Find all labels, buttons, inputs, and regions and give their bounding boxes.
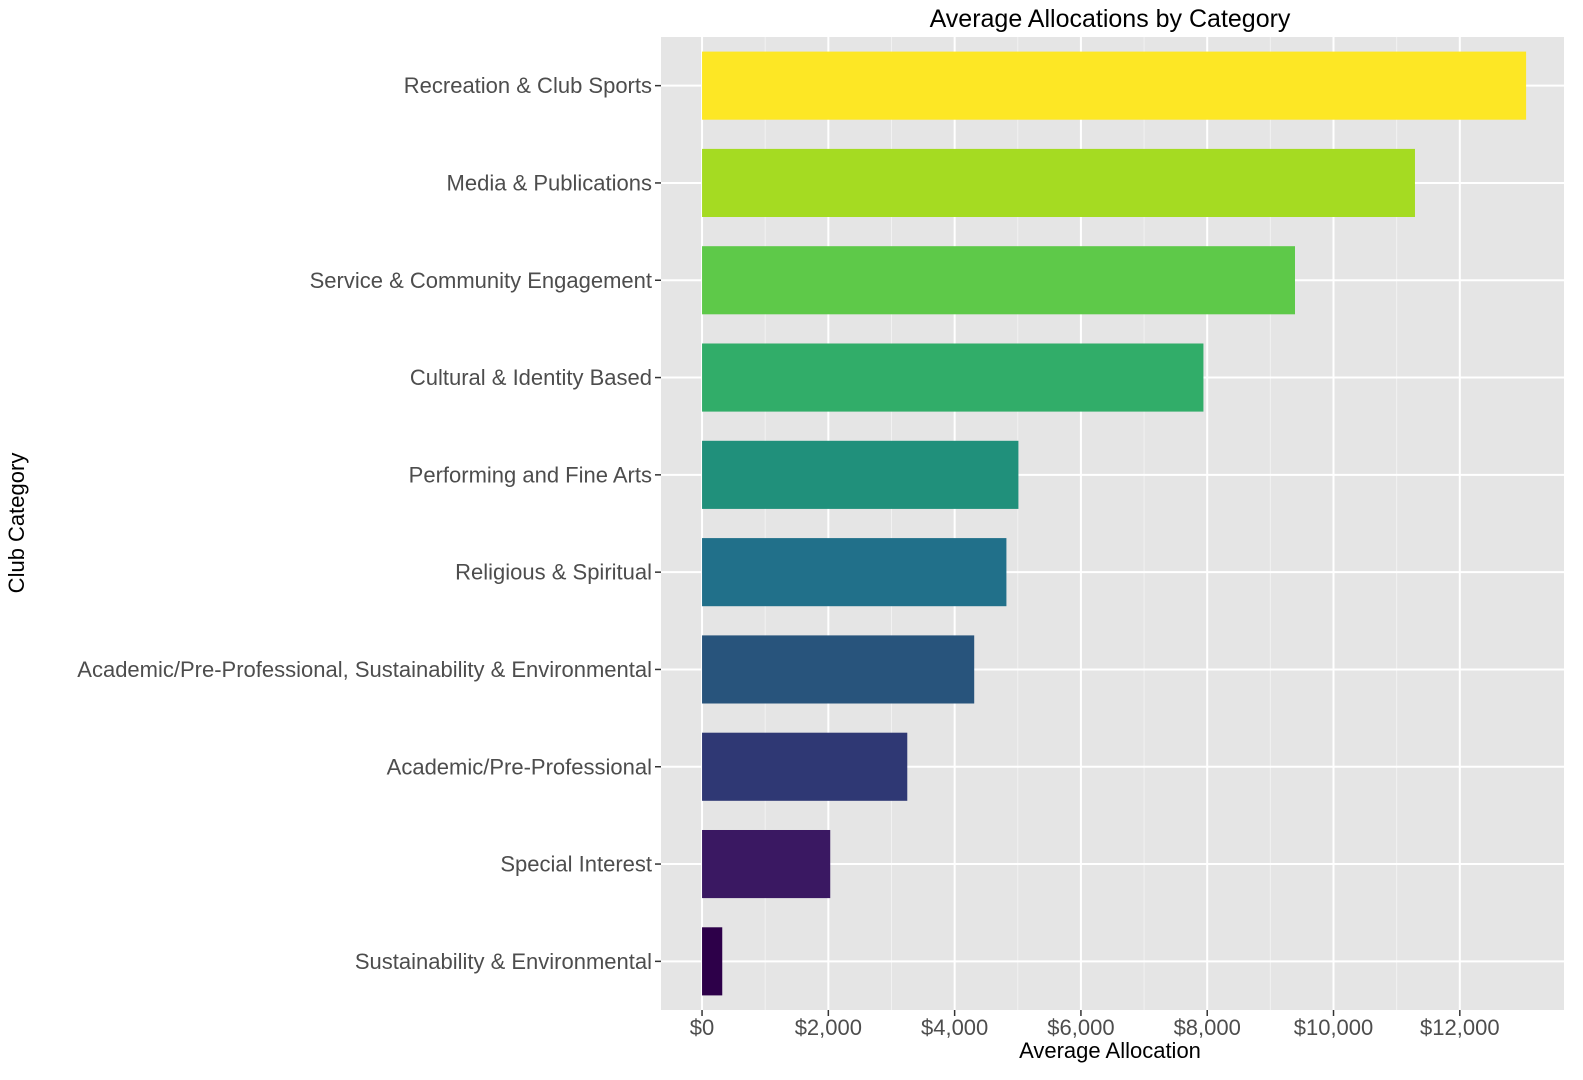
y-axis-title: Club Category	[4, 453, 29, 594]
y-tick-label: Special Interest	[500, 852, 652, 877]
y-tick-label: Cultural & Identity Based	[410, 365, 652, 390]
x-tick-label: $6,000	[1047, 1015, 1114, 1040]
x-tick-label: $8,000	[1174, 1015, 1241, 1040]
bar	[702, 927, 723, 996]
x-tick-label: $12,000	[1420, 1015, 1500, 1040]
y-tick-label: Academic/Pre-Professional, Sustainabilit…	[77, 657, 652, 682]
bar	[702, 732, 908, 801]
bars	[702, 51, 1527, 996]
x-axis-title: Average Allocation	[1019, 1038, 1201, 1063]
x-tick-label: $4,000	[921, 1015, 988, 1040]
y-tick-label: Media & Publications	[447, 170, 652, 195]
y-tick-label: Academic/Pre-Professional	[387, 754, 652, 779]
bar	[702, 51, 1527, 120]
x-tick-label: $2,000	[795, 1015, 862, 1040]
bar	[702, 538, 1007, 607]
y-axis: Recreation & Club Sports Media & Publicat…	[77, 73, 661, 974]
x-tick-label: $0	[690, 1015, 714, 1040]
bar	[702, 635, 975, 704]
y-tick-label: Performing and Fine Arts	[409, 462, 652, 487]
x-axis: $0 $2,000 $4,000 $6,000 $8,000 $10,000 $12,000	[690, 1010, 1500, 1040]
bar	[702, 246, 1295, 315]
bar	[702, 343, 1204, 412]
bar	[702, 440, 1019, 509]
bar	[702, 829, 831, 899]
chart-title: Average Allocations by Category	[930, 5, 1291, 33]
y-tick-label: Sustainability & Environmental	[355, 949, 652, 974]
bar	[702, 148, 1415, 218]
y-tick-label: Recreation & Club Sports	[404, 73, 652, 98]
y-tick-label: Service & Community Engagement	[310, 268, 652, 293]
x-tick-label: $10,000	[1294, 1015, 1374, 1040]
y-tick-label: Religious & Spiritual	[455, 560, 652, 585]
